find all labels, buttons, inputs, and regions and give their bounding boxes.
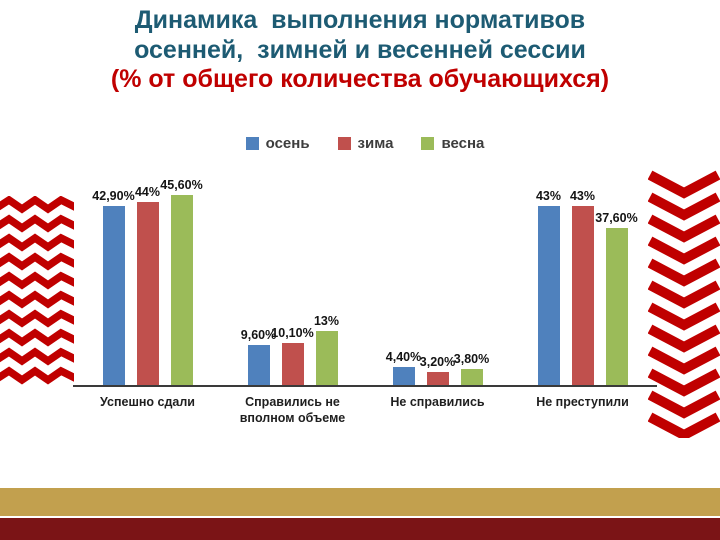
bar-value-label: 44% [134, 185, 161, 199]
left-wave-decoration-icon [0, 196, 74, 392]
title-line-3: (% от общего количества обучающихся) [110, 65, 610, 93]
bottom-gold-stripe [0, 488, 720, 516]
bar-зима: 3,20% [420, 355, 455, 385]
legend-label: весна [441, 135, 485, 152]
bar-value-label: 13% [313, 314, 340, 328]
category-label: Справились не вполном объеме [239, 395, 346, 426]
bar-value-label: 45,60% [160, 178, 203, 192]
plot-area: 42,90% 44% 45,60% 9,60% 10,10% 13% 4,40% 3,20% 3… [75, 165, 655, 385]
bar-весна: 37,60% [595, 211, 638, 385]
title-line-2: осенней, зимней и весенней сессии [134, 35, 586, 64]
bar-зима: 43% [570, 189, 595, 385]
bar-осень: 43% [536, 189, 561, 385]
bar-value-label: 9,60% [240, 328, 277, 342]
legend-label: зима [357, 135, 394, 152]
bar-group: 4,40% 3,20% 3,80% [386, 165, 489, 385]
bar-осень: 9,60% [241, 328, 276, 385]
bar-value-label: 43% [535, 189, 562, 203]
x-axis [73, 385, 657, 387]
legend-swatch-icon [337, 137, 351, 150]
category-label: Не справились [390, 395, 485, 409]
legend: осень зима весна [75, 135, 655, 152]
bar-group: 43% 43% 37,60% [536, 165, 638, 385]
bar-value-label: 37,60% [595, 211, 638, 225]
bar-зима: 10,10% [271, 326, 314, 385]
legend-item: зима [337, 135, 394, 152]
page-title: Динамика выполнения нормативов осенней, … [30, 6, 690, 95]
title-line-1: Динамика выполнения нормативов [134, 6, 586, 34]
legend-swatch-icon [245, 137, 259, 150]
bar-value-label: 4,40% [385, 350, 422, 364]
category-labels: Успешно сдали Справились не вполном объем… [75, 394, 655, 427]
category-label: Успешно сдали [100, 395, 195, 409]
bar-group: 9,60% 10,10% 13% [241, 165, 339, 385]
bar-весна: 3,80% [454, 352, 489, 385]
bottom-red-stripe [0, 518, 720, 540]
bar-осень: 42,90% [92, 189, 135, 385]
bar-весна: 45,60% [160, 178, 203, 385]
bar-value-label: 43% [569, 189, 596, 203]
legend-swatch-icon [421, 137, 435, 150]
bar-зима: 44% [135, 185, 160, 385]
legend-item: осень [245, 135, 310, 152]
legend-item: весна [421, 135, 484, 152]
bar-group: 42,90% 44% 45,60% [92, 165, 203, 385]
bar-value-label: 3,20% [419, 355, 456, 369]
bar-весна: 13% [314, 314, 339, 385]
legend-label: осень [265, 135, 310, 152]
bar-value-label: 10,10% [271, 326, 314, 340]
bar-value-label: 3,80% [453, 352, 490, 366]
category-label: Не преступили [536, 395, 629, 409]
right-chevron-decoration-icon [648, 170, 720, 438]
bar-value-label: 42,90% [92, 189, 135, 203]
bar-осень: 4,40% [386, 350, 421, 385]
